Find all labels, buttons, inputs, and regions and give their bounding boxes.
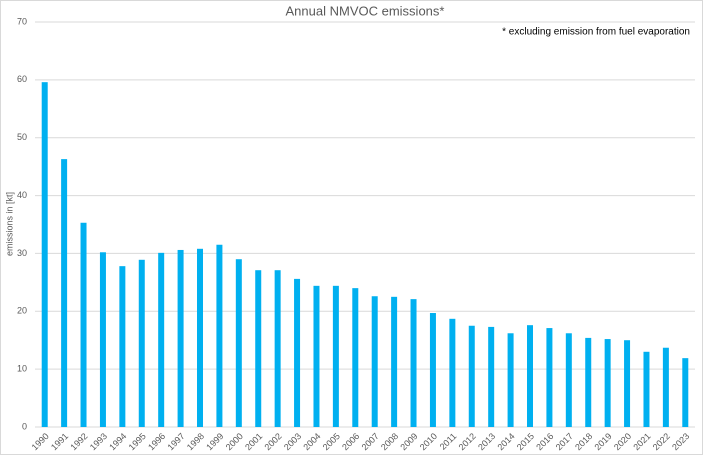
y-tick-label: 20 (17, 306, 27, 316)
y-tick-label: 60 (17, 74, 27, 84)
bar (274, 270, 281, 427)
bar (643, 351, 650, 427)
y-tick-label: 50 (17, 132, 27, 142)
y-tick-label: 30 (17, 248, 27, 258)
bar (429, 313, 436, 427)
bar (138, 259, 145, 427)
bar (565, 333, 572, 427)
bar (41, 82, 48, 428)
bar (332, 285, 339, 427)
y-tick-label: 10 (17, 364, 27, 374)
chart-title: Annual NMVOC emissions* (286, 3, 445, 18)
bar (235, 259, 242, 427)
bar (604, 339, 611, 427)
bar (255, 270, 262, 427)
bar (216, 244, 223, 427)
bar (527, 325, 533, 427)
bar (119, 266, 126, 427)
bar (449, 318, 456, 427)
bar (624, 340, 631, 427)
bar (507, 333, 514, 427)
bar (662, 347, 669, 427)
bar (468, 325, 475, 427)
bar (294, 278, 301, 427)
bar (546, 328, 553, 427)
bar (371, 296, 378, 427)
bar (99, 252, 106, 427)
bar (80, 222, 87, 427)
bar (352, 288, 359, 427)
annotation: * excluding emission from fuel evaporati… (502, 27, 690, 38)
bar (585, 337, 592, 427)
bar (488, 326, 495, 427)
y-axis-label: emissions in [kt] (4, 192, 14, 256)
bar (313, 285, 320, 427)
bar (391, 296, 398, 427)
bar (61, 159, 68, 427)
bar (410, 299, 417, 427)
bar (177, 249, 184, 427)
bar (158, 252, 165, 427)
bar (197, 248, 203, 427)
bar (682, 358, 689, 427)
y-tick-label: 40 (17, 190, 27, 200)
y-tick-label: 70 (17, 16, 27, 26)
y-tick-label: 0 (22, 421, 27, 431)
